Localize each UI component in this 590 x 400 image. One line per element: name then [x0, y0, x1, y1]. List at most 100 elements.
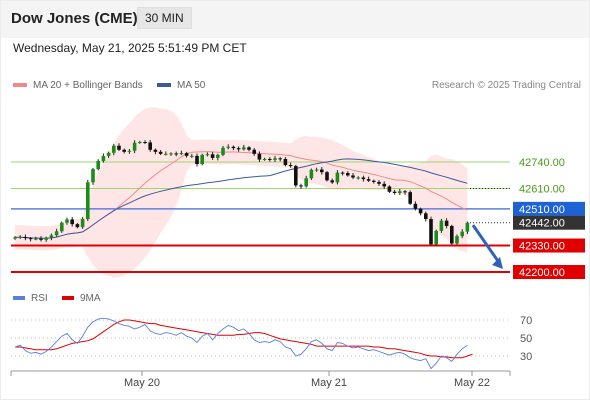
candle	[117, 143, 121, 151]
level-tag-bg-4	[513, 265, 585, 279]
candle	[387, 185, 392, 193]
candle-body	[80, 219, 85, 228]
candle	[221, 145, 225, 157]
candle	[91, 167, 95, 185]
candle-body	[283, 158, 288, 166]
candle-body	[314, 169, 319, 171]
candle	[28, 236, 33, 242]
header-bar	[0, 0, 590, 38]
candle-body	[122, 149, 126, 152]
candle-body	[366, 179, 371, 181]
candle	[190, 154, 194, 158]
candle-body	[377, 181, 381, 184]
candle-body	[221, 147, 225, 155]
candle	[346, 171, 350, 177]
legend-ma20-swatch	[13, 83, 27, 88]
candle	[434, 229, 438, 246]
level-tag-bg-3	[513, 238, 585, 253]
candle-body	[13, 237, 17, 239]
candle	[70, 217, 74, 227]
bollinger-band	[15, 107, 468, 279]
candle-body	[268, 158, 272, 160]
candle-body	[164, 153, 168, 155]
candle	[320, 167, 324, 175]
candle	[366, 176, 371, 182]
candle	[335, 170, 340, 185]
candle	[112, 143, 116, 156]
rsi-9ma-line	[15, 319, 473, 359]
candle	[23, 234, 28, 241]
candle	[257, 151, 262, 162]
candle-body	[418, 208, 423, 214]
candle	[398, 188, 402, 195]
instrument-title: Dow Jones (CME)	[11, 10, 138, 27]
candle-body	[294, 166, 298, 186]
candle	[283, 157, 288, 167]
candle-body	[304, 178, 308, 187]
candle-body	[184, 153, 189, 156]
candle	[247, 146, 251, 152]
candle-body	[351, 175, 355, 178]
candle-body	[408, 192, 412, 204]
level-tag-2: 42510.00	[519, 204, 565, 216]
candle	[288, 162, 293, 168]
candle	[465, 221, 470, 235]
candle-body	[231, 146, 236, 149]
candle-body	[96, 160, 100, 170]
rsi-tick-1: 50	[520, 333, 532, 345]
legend-rsi-label: RSI	[31, 293, 48, 304]
candle-body	[434, 230, 438, 245]
candle-body	[424, 213, 428, 220]
candle-body	[346, 173, 350, 176]
candle	[242, 144, 246, 151]
candle	[158, 149, 163, 156]
candle-body	[49, 235, 54, 238]
legend-ma50-label: MA 50	[177, 80, 206, 91]
candle	[210, 151, 215, 160]
candle-body	[174, 153, 178, 155]
candle	[309, 168, 314, 180]
candle-body	[309, 169, 314, 179]
candle	[444, 218, 449, 229]
candle	[299, 183, 303, 189]
candle-body	[444, 220, 449, 226]
candle	[18, 235, 22, 239]
candle	[372, 179, 376, 184]
candle-body	[106, 152, 111, 156]
candle-body	[34, 238, 38, 240]
x-tick-label-0: May 20	[124, 377, 160, 389]
candle-body	[200, 154, 204, 165]
candle	[413, 201, 418, 211]
candle-body	[39, 238, 43, 240]
timeframe-button[interactable]: 30 MIN	[137, 7, 192, 29]
candle	[54, 228, 59, 237]
level-tag-bg-2	[513, 201, 585, 216]
candle-body	[273, 158, 277, 160]
candle	[273, 155, 277, 162]
level-tag-0: 42740.00	[519, 157, 565, 169]
candle	[450, 224, 454, 245]
candle	[65, 217, 69, 225]
candle	[34, 236, 38, 241]
candle	[44, 236, 48, 242]
candle	[460, 229, 464, 239]
candle-body	[112, 145, 116, 153]
candle-body	[460, 231, 464, 237]
legend-rsi: RSI	[13, 293, 48, 304]
candle	[127, 148, 132, 154]
candle-body	[278, 158, 282, 160]
candle-body	[372, 180, 376, 182]
candle-body	[252, 149, 256, 154]
rsi-line	[14, 317, 468, 370]
candle	[148, 140, 152, 152]
candle	[101, 153, 106, 163]
candle-body	[54, 231, 59, 236]
candle-body	[28, 238, 33, 240]
candle-body	[86, 182, 90, 220]
candle	[122, 148, 126, 154]
candle	[382, 181, 386, 189]
candle-body	[413, 203, 418, 209]
candle-body	[138, 142, 142, 144]
candle-body	[387, 186, 392, 192]
